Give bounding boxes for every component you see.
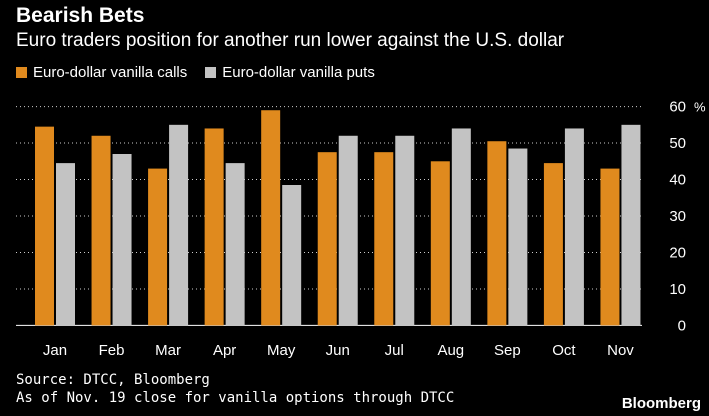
bar-calls-may <box>261 110 281 326</box>
x-tick-label: Nov <box>607 342 634 359</box>
x-tick-label: Oct <box>552 342 576 359</box>
bar-puts-apr <box>225 163 245 326</box>
bloomberg-logo: Bloomberg <box>621 395 701 412</box>
chart-legend: Euro-dollar vanilla calls Euro-dollar va… <box>16 64 393 81</box>
y-unit-label: % <box>694 100 706 115</box>
y-tick-label: 30 <box>669 208 686 225</box>
legend-item-calls: Euro-dollar vanilla calls <box>16 64 187 81</box>
bar-puts-jan <box>56 163 75 326</box>
bar-calls-jan <box>35 126 54 326</box>
bar-calls-nov <box>600 168 620 326</box>
bar-puts-jul <box>395 135 415 326</box>
chart-title: Bearish Bets <box>16 4 145 27</box>
y-tick-label: 10 <box>669 281 686 298</box>
bar-calls-oct <box>543 163 563 326</box>
bar-puts-jun <box>338 135 358 326</box>
bar-puts-aug <box>451 128 471 326</box>
y-tick-label: 0 <box>678 317 686 334</box>
y-tick-label: 20 <box>669 244 686 261</box>
source-note: Source: DTCC, Bloomberg <box>16 372 210 388</box>
legend-label-calls: Euro-dollar vanilla calls <box>33 64 188 81</box>
bar-puts-sep <box>508 148 528 326</box>
x-tick-label: May <box>267 342 296 359</box>
x-tick-label: Feb <box>99 342 125 359</box>
bar-puts-mar <box>169 124 189 326</box>
legend-swatch-puts <box>205 67 217 78</box>
chart-subtitle: Euro traders position for another run lo… <box>16 30 565 51</box>
y-tick-label: 60 <box>669 99 686 116</box>
bar-calls-apr <box>204 128 224 326</box>
bar-puts-may <box>282 185 302 326</box>
y-tick-label: 40 <box>669 172 686 189</box>
bar-calls-mar <box>148 168 168 326</box>
bar-puts-oct <box>564 128 584 326</box>
bar-calls-jun <box>317 152 337 326</box>
bar-calls-feb <box>91 135 111 326</box>
y-tick-label: 50 <box>669 135 686 152</box>
x-tick-label: Jun <box>326 342 350 359</box>
bar-calls-sep <box>487 141 507 326</box>
legend-label-puts: Euro-dollar vanilla puts <box>222 64 375 81</box>
x-tick-label: Sep <box>494 342 521 359</box>
bar-puts-feb <box>112 154 132 326</box>
x-tick-label: Apr <box>213 342 236 359</box>
legend-item-puts: Euro-dollar vanilla puts <box>205 64 375 81</box>
bar-puts-nov <box>621 124 641 326</box>
bar-calls-aug <box>430 161 450 326</box>
x-tick-label: Jul <box>385 342 404 359</box>
x-tick-label: Mar <box>155 342 181 359</box>
footnote: As of Nov. 19 close for vanilla options … <box>16 390 455 406</box>
x-tick-label: Aug <box>437 342 464 359</box>
legend-swatch-calls <box>16 67 27 78</box>
bar-calls-jul <box>374 152 394 326</box>
x-tick-label: Jan <box>43 342 67 359</box>
